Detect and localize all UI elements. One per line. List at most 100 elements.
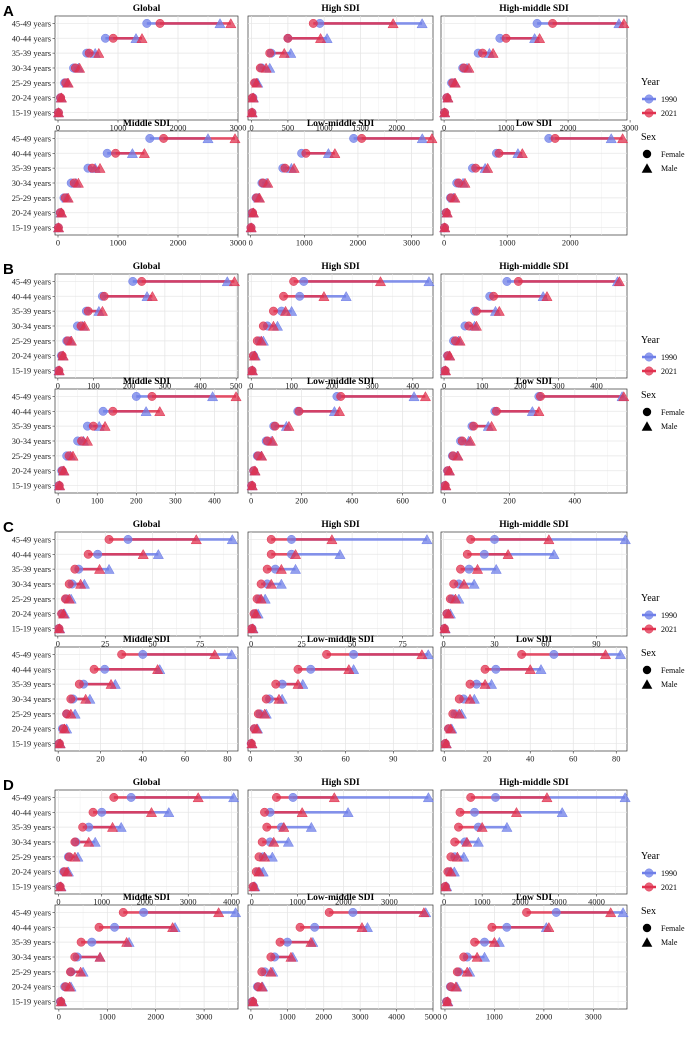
- x-tick-label: 2000: [137, 898, 154, 907]
- x-tick-label: 30: [490, 640, 498, 649]
- point-female-2021: [279, 291, 288, 301]
- legend-year-title: Year: [641, 335, 660, 346]
- point-female-2021: [494, 148, 504, 158]
- facet-global: Global 0 25 50 75 15-19 years 20-24 years 25-29…: [12, 520, 239, 649]
- y-tick-label: 35-39 years: [12, 307, 51, 316]
- point-female-1990: [502, 276, 512, 286]
- y-tick-label: 25-29 years: [12, 595, 51, 604]
- legend-year-title: Year: [641, 77, 660, 88]
- point-male-2021: [278, 47, 290, 58]
- x-tick-label: 80: [612, 755, 620, 764]
- x-tick-label: 3000: [381, 898, 398, 907]
- x-tick-label: 0: [442, 497, 446, 506]
- point-male-2021: [439, 107, 451, 118]
- point-male-2021: [167, 921, 179, 932]
- point-male-2021: [229, 133, 241, 144]
- point-female-2021: [275, 937, 285, 947]
- point-male-2021: [63, 981, 76, 992]
- x-tick-label: 0: [57, 1013, 61, 1022]
- y-tick-label: 25-29 years: [12, 710, 51, 719]
- point-female-2021: [293, 664, 303, 674]
- point-female-1990: [491, 664, 501, 674]
- point-male-2021: [262, 177, 274, 188]
- point-female-2021: [270, 421, 280, 431]
- point-male-1990: [282, 836, 294, 847]
- x-tick-label: 2000: [170, 124, 187, 133]
- point-female-1990: [549, 649, 559, 659]
- y-tick-label: 45-49 years: [12, 793, 51, 802]
- facet-low-sdi: Low SDI 0 1000 2000 3000: [440, 893, 629, 1022]
- point-female-1990: [102, 148, 112, 158]
- point-male-2021: [79, 320, 91, 331]
- point-male-2021: [245, 222, 257, 233]
- point-male-2021: [268, 836, 280, 847]
- y-tick-label: 15-19 years: [12, 625, 51, 634]
- point-male-2021: [56, 207, 68, 218]
- facet-low-sdi: Low SDI 0 20 40 60 80: [440, 635, 628, 764]
- facet-high-middle-sdi: High-middle SDI 0 1000 2000 3000 4000: [440, 778, 631, 907]
- y-tick-label: 45-49 years: [12, 392, 51, 401]
- point-male-1990: [342, 806, 354, 817]
- point-male-2021: [62, 192, 74, 203]
- legend-key-female: [642, 149, 652, 159]
- point-male-2021: [75, 966, 87, 977]
- point-male-2021: [487, 47, 499, 58]
- point-male-2021: [72, 177, 84, 188]
- point-male-2021: [247, 207, 260, 218]
- point-male-2021: [454, 335, 466, 346]
- facet-title: High SDI: [321, 520, 360, 530]
- point-female-2021: [492, 406, 501, 416]
- x-tick-label: 0: [443, 1013, 447, 1022]
- x-tick-label: 40: [139, 755, 147, 764]
- point-female-1990: [138, 649, 148, 659]
- x-tick-label: 3000: [230, 239, 247, 248]
- legend-key-1990: [644, 868, 654, 878]
- y-tick-label: 15-19 years: [12, 109, 51, 118]
- point-male-2021: [453, 708, 465, 719]
- point-male-1990: [289, 563, 302, 574]
- point-male-2021: [416, 649, 428, 660]
- point-male-2021: [464, 435, 476, 446]
- point-male-2021: [255, 335, 267, 346]
- x-tick-label: 20: [96, 755, 104, 764]
- point-female-2021: [155, 18, 165, 28]
- x-tick-label: 500: [230, 382, 243, 391]
- point-female-2021: [70, 837, 80, 847]
- x-tick-label: 100: [476, 382, 489, 391]
- point-male-2021: [502, 548, 514, 559]
- point-male-2021: [449, 192, 461, 203]
- x-tick-label: 1000: [316, 124, 333, 133]
- x-tick-label: 400: [194, 382, 207, 391]
- x-tick-label: 300: [159, 382, 172, 391]
- point-male-2021: [285, 951, 297, 962]
- y-tick-label: 20-24 years: [12, 610, 51, 619]
- x-tick-label: 0: [442, 898, 446, 907]
- point-male-1990: [619, 534, 631, 545]
- point-female-1990: [348, 907, 358, 917]
- point-male-2021: [541, 792, 553, 803]
- point-female-2021: [262, 822, 272, 832]
- facet-low-middle-sdi: Low-middle SDI 0 1000 2000 3000 4000 5000: [247, 893, 441, 1022]
- point-female-2021: [104, 534, 114, 544]
- point-female-1990: [349, 133, 359, 143]
- point-male-2021: [267, 320, 280, 331]
- point-male-2021: [444, 350, 456, 361]
- point-male-2021: [53, 365, 65, 376]
- facet-title: Global: [133, 4, 161, 14]
- y-tick-label: 15-19 years: [12, 367, 51, 376]
- point-male-2021: [273, 693, 285, 704]
- point-female-1990: [110, 922, 119, 932]
- x-tick-label: 0: [249, 497, 253, 506]
- x-tick-label: 0: [56, 124, 60, 133]
- legend-label-2021: 2021: [661, 109, 677, 118]
- point-male-2021: [275, 563, 287, 574]
- point-male-2021: [289, 548, 302, 559]
- point-male-2021: [57, 608, 70, 619]
- y-tick-label: 15-19 years: [12, 883, 51, 892]
- point-female-2021: [471, 306, 481, 316]
- point-male-2021: [247, 996, 259, 1007]
- panel-letter: B: [3, 261, 14, 278]
- point-male-2021: [256, 981, 268, 992]
